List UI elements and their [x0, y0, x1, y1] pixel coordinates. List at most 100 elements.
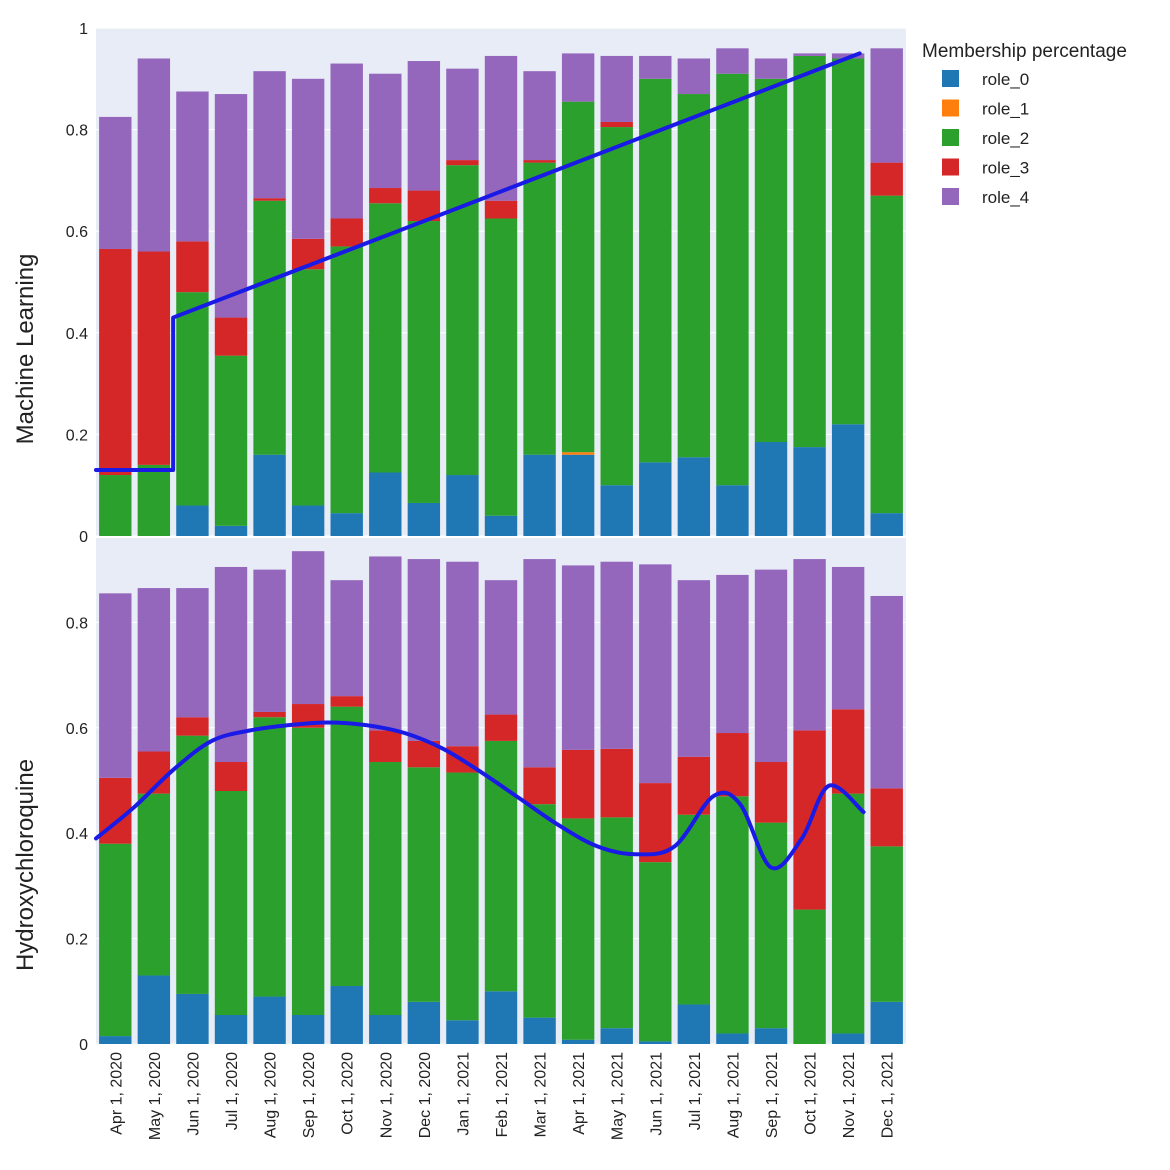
- bar-role-2: [446, 772, 479, 1021]
- bar-role-4: [291, 78, 325, 239]
- bar-role-4: [214, 94, 248, 318]
- bar-role-2: [793, 55, 826, 448]
- y-tick-label: 0: [79, 1037, 88, 1054]
- bar-role-3: [214, 762, 248, 791]
- bar-role-0: [99, 1036, 132, 1044]
- bar-role-3: [176, 241, 209, 293]
- bar-role-4: [99, 116, 132, 249]
- bar-role-3: [523, 160, 556, 163]
- bar-role-0: [176, 505, 209, 536]
- bar-role-0: [831, 1033, 865, 1044]
- bar-role-4: [561, 565, 595, 750]
- bar-role-2: [561, 818, 595, 1040]
- bar-role-2: [176, 735, 209, 994]
- bar-role-4: [754, 569, 788, 763]
- bar-role-3: [561, 749, 595, 819]
- bar-role-4: [446, 68, 479, 161]
- bar-role-2: [407, 221, 441, 503]
- bar-role-4: [214, 566, 248, 763]
- bar-role-2: [639, 78, 672, 463]
- bar-role-3: [600, 121, 633, 128]
- bar-role-4: [446, 561, 479, 747]
- bar-role-0: [831, 424, 865, 536]
- x-tick-label: Aug 1, 2020: [263, 1052, 280, 1138]
- bar-role-4: [137, 588, 171, 752]
- bar-role-0: [330, 513, 363, 536]
- bar-role-4: [523, 71, 556, 161]
- bar-role-3: [369, 730, 402, 763]
- bar-role-0: [639, 462, 672, 536]
- bar-role-3: [484, 200, 518, 219]
- bar-role-3: [831, 709, 865, 794]
- legend-label-role-1: role_1: [982, 100, 1029, 119]
- x-tick-label: Jun 1, 2021: [648, 1052, 665, 1136]
- bar-role-2: [870, 195, 903, 514]
- bar-role-2: [716, 796, 749, 1034]
- bar-role-3: [369, 188, 402, 204]
- x-tick-label: Jul 1, 2020: [224, 1052, 241, 1130]
- bar-role-0: [369, 1015, 402, 1044]
- bar-role-4: [484, 580, 518, 715]
- bar-role-2: [484, 218, 518, 516]
- bar-role-4: [330, 63, 363, 219]
- bar-role-3: [639, 783, 672, 863]
- y-tick-label: 0.2: [66, 427, 88, 444]
- bar-role-0: [600, 1028, 633, 1044]
- bar-role-2: [831, 58, 865, 425]
- bar-role-4: [870, 595, 903, 789]
- bar-role-2: [639, 862, 672, 1042]
- bar-role-0: [369, 472, 402, 536]
- bar-role-4: [677, 580, 711, 757]
- bar-role-3: [330, 696, 363, 707]
- bar-role-4: [176, 588, 209, 718]
- x-tick-label: Sep 1, 2020: [301, 1052, 318, 1138]
- bar-role-4: [716, 574, 749, 734]
- bar-role-2: [176, 292, 209, 506]
- bar-role-4: [407, 559, 441, 741]
- y-ticks-top: 0 0.2 0.4 0.6 0.8 1: [66, 21, 88, 546]
- x-tick-label: Apr 1, 2021: [571, 1052, 588, 1135]
- bar-role-3: [214, 317, 248, 356]
- bar-role-3: [523, 767, 556, 805]
- bar-role-3: [176, 717, 209, 736]
- bar-role-0: [291, 505, 325, 536]
- bar-role-4: [793, 53, 826, 56]
- x-tick-label: May 1, 2021: [610, 1052, 627, 1140]
- bar-role-3: [253, 711, 286, 718]
- bar-role-2: [369, 762, 402, 1016]
- legend-swatch-role-1: [942, 99, 959, 117]
- bars-machine-learning: [99, 48, 903, 536]
- legend-swatch-role-3: [942, 158, 959, 176]
- bar-role-0: [137, 975, 171, 1044]
- y-tick-label: 0.6: [66, 721, 88, 738]
- bar-role-2: [214, 355, 248, 526]
- bar-role-4: [754, 58, 788, 79]
- bar-role-2: [407, 767, 441, 1002]
- bar-role-4: [639, 564, 672, 784]
- bar-role-2: [137, 464, 171, 536]
- bar-role-0: [716, 485, 749, 536]
- bar-role-2: [677, 94, 711, 458]
- x-tick-label: Nov 1, 2020: [378, 1052, 395, 1138]
- bar-role-0: [214, 525, 248, 536]
- bar-role-4: [793, 559, 826, 731]
- bar-role-0: [639, 1041, 672, 1044]
- x-tick-label: May 1, 2020: [147, 1052, 164, 1140]
- bar-role-2: [754, 78, 788, 443]
- x-tick-label: Mar 1, 2021: [533, 1052, 550, 1137]
- x-tick-label: Jun 1, 2020: [185, 1052, 202, 1136]
- y-tick-label: 0: [79, 529, 88, 546]
- legend-items: role_0 role_1 role_2 role_3 role_4: [942, 70, 1029, 207]
- y-tick-label: 0.4: [66, 826, 88, 843]
- bar-role-0: [446, 1020, 479, 1044]
- bar-role-0: [870, 513, 903, 536]
- bar-role-2: [99, 843, 132, 1037]
- bar-role-0: [600, 485, 633, 536]
- legend-title: Membership percentage: [922, 41, 1127, 62]
- bar-role-4: [99, 593, 132, 778]
- bar-role-0: [407, 1001, 441, 1044]
- legend-swatch-role-2: [942, 129, 959, 146]
- bar-role-4: [831, 566, 865, 710]
- bar-role-0: [870, 1001, 903, 1044]
